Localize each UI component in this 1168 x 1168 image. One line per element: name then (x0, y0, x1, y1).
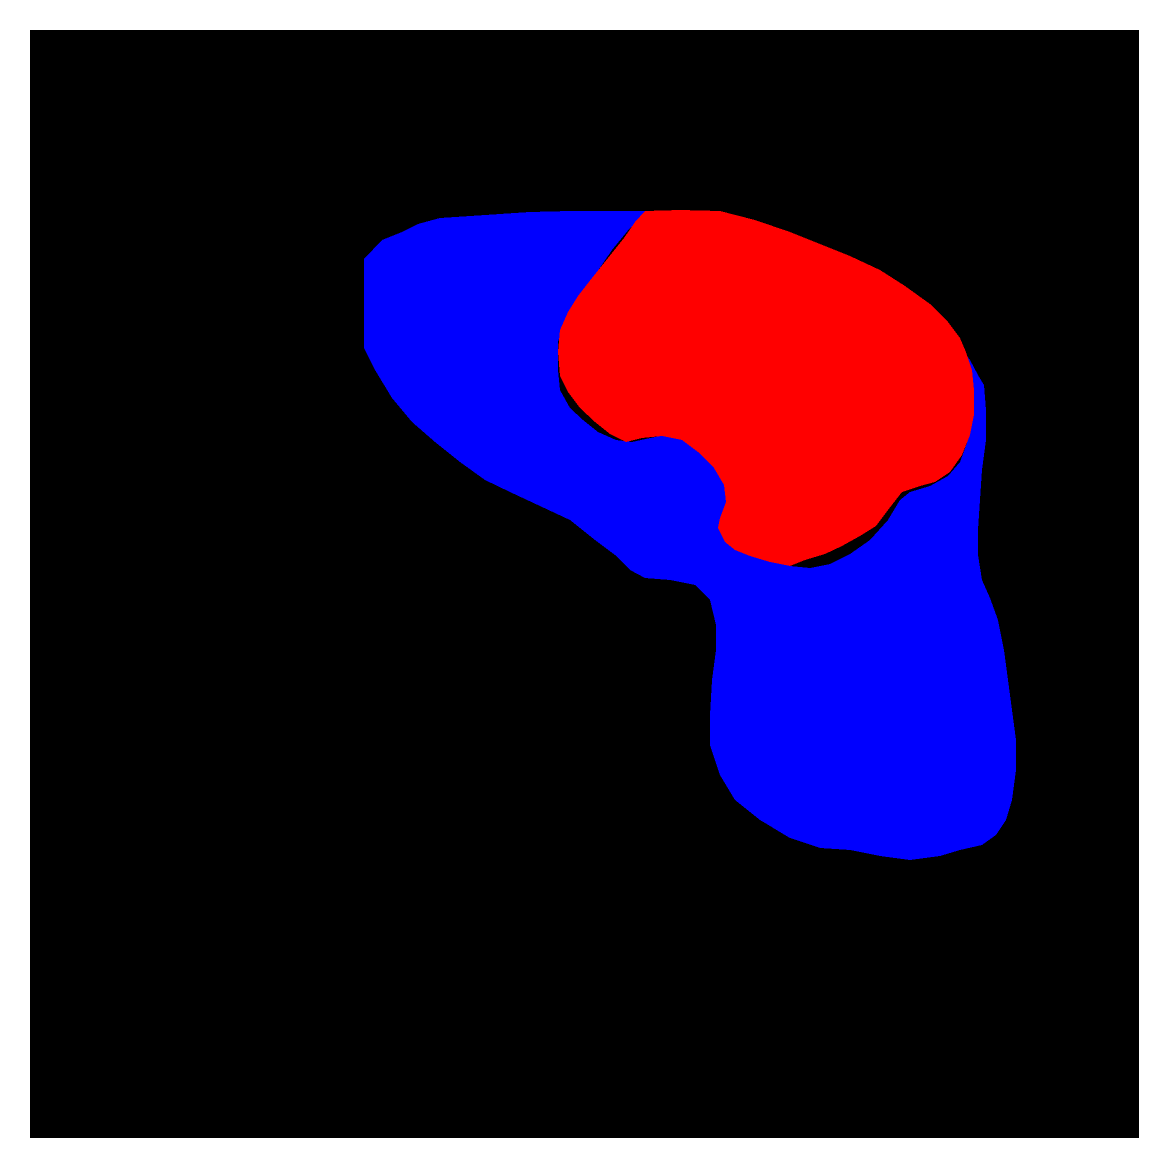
blue-region (364, 211, 1016, 860)
red-region (558, 210, 974, 566)
segmentation-mask (30, 30, 1139, 1138)
